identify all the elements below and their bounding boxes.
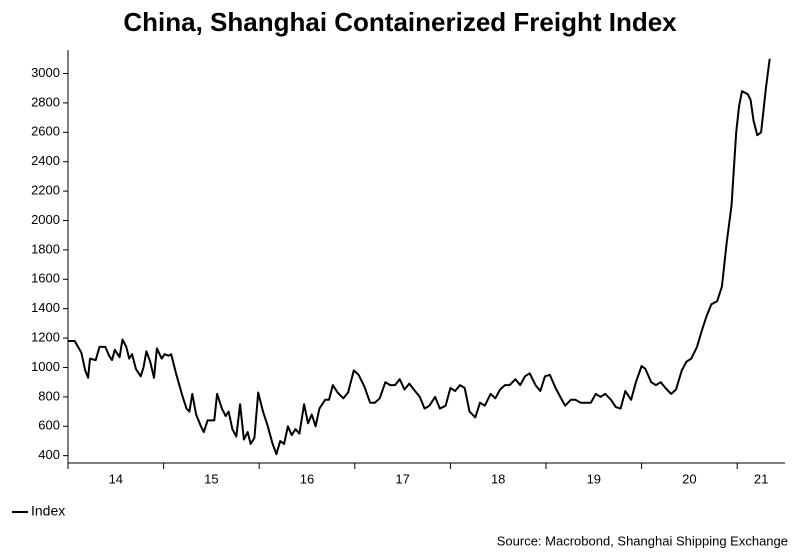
x-tick-label: 20: [682, 471, 696, 486]
y-tick-label: 1200: [31, 330, 60, 345]
y-tick-label: 600: [38, 418, 60, 433]
y-tick-label: 2200: [31, 183, 60, 198]
legend-label: Index: [31, 503, 65, 519]
y-tick-label: 2400: [31, 153, 60, 168]
y-tick-label: 400: [38, 447, 60, 462]
y-tick-label: 2800: [31, 94, 60, 109]
chart-title: China, Shanghai Containerized Freight In…: [123, 7, 677, 37]
x-tick-label: 14: [109, 471, 123, 486]
y-tick-label: 2600: [31, 124, 60, 139]
y-tick-label: 1000: [31, 359, 60, 374]
y-tick-label: 800: [38, 388, 60, 403]
x-tick-label: 19: [587, 471, 601, 486]
source: Source: Macrobond, Shanghai Shipping Exc…: [497, 533, 788, 548]
x-tick-label: 16: [300, 471, 314, 486]
y-tick-label: 1800: [31, 241, 60, 256]
x-tick-label: 17: [395, 471, 409, 486]
y-tick-label: 3000: [31, 65, 60, 80]
y-tick-label: 2000: [31, 212, 60, 227]
line-series: [68, 58, 771, 456]
x-tick-label: 21: [754, 471, 768, 486]
y-tick-label: 1400: [31, 300, 60, 315]
y-tick-label: 1600: [31, 271, 60, 286]
x-tick-label: 18: [491, 471, 505, 486]
x-tick-label: 15: [204, 471, 218, 486]
